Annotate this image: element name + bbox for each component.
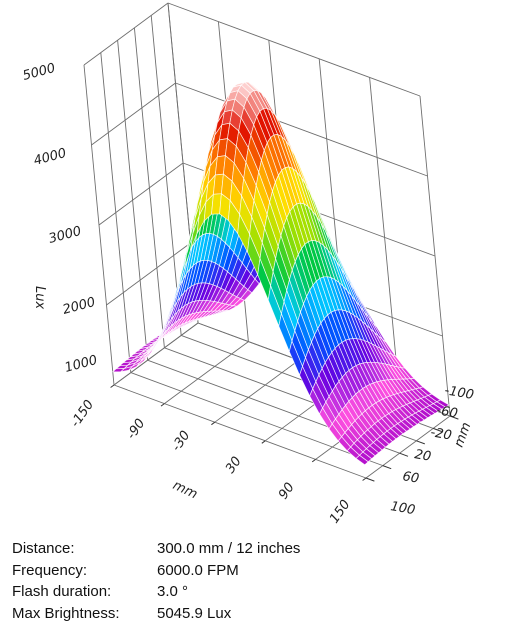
x-tick-mark <box>110 384 115 388</box>
y-tick-neg100: -100 <box>443 383 475 403</box>
z-tick-3000: 3000 <box>47 224 83 247</box>
y-tick-100: 100 <box>389 499 416 518</box>
info-row-max-brightness: Max Brightness: 5045.9 Lux <box>12 603 502 625</box>
y-axis-title: mm <box>452 420 475 449</box>
x-axis-title: mm <box>170 478 199 502</box>
z-tick-5000: 5000 <box>21 61 57 84</box>
z-tick-2000: 2000 <box>61 295 97 318</box>
back-wall-gridline <box>419 95 451 417</box>
y-tick-60: 60 <box>401 469 420 487</box>
floor-gridline <box>214 359 300 423</box>
x-tick-mark <box>160 403 165 407</box>
x-tick-mark <box>261 440 266 444</box>
x-tick-150: 150 <box>327 497 354 526</box>
side-wall-gridline <box>100 52 132 373</box>
info-label: Distance: <box>12 540 75 557</box>
x-tick-neg90: -90 <box>124 416 148 442</box>
info-row-distance: Distance: 300.0 mm / 12 inches <box>12 538 502 560</box>
info-value: 3.0 ° <box>157 583 189 600</box>
y-tick-20: 20 <box>413 447 432 465</box>
x-tick-90: 90 <box>276 480 298 502</box>
y-tick-mark <box>449 415 459 420</box>
y-tick-mark <box>416 440 425 445</box>
side-wall-gridline <box>83 2 169 66</box>
side-wall-gridline <box>91 82 176 146</box>
info-value: 5045.9 Lux <box>157 604 232 622</box>
info-row-frequency: Frequency: 6000.0 FPM <box>12 560 502 582</box>
y-tick-neg20: -20 <box>429 425 453 443</box>
x-tick-mark <box>311 458 316 463</box>
x-tick-30: 30 <box>223 454 245 476</box>
y-tick-mark <box>365 477 375 482</box>
surface-plot: 1000 2000 3000 4000 5000 Lux -150 -90 -3… <box>21 2 475 526</box>
side-wall-gridline <box>83 64 115 386</box>
floor-gridline <box>164 341 249 404</box>
y-tick-neg60: -60 <box>435 403 459 421</box>
z-axis-title: Lux <box>32 286 47 309</box>
side-wall-gridline <box>117 40 149 361</box>
measurement-info: Distance: 300.0 mm / 12 inches Frequency… <box>12 538 502 624</box>
info-label: Flash duration: <box>12 583 112 600</box>
floor-gridline <box>365 415 451 479</box>
lux-surface <box>111 81 450 466</box>
side-wall-gridline <box>106 242 191 306</box>
back-wall-gridline <box>369 77 401 398</box>
y-tick-mark <box>433 427 442 432</box>
x-tick-neg30: -30 <box>169 428 193 454</box>
x-tick-mark <box>211 421 216 426</box>
floor-gridline <box>113 384 367 479</box>
info-value: 6000.0 FPM <box>157 561 239 579</box>
floor-gridline <box>130 372 383 467</box>
info-label: Max Brightness: <box>12 604 120 622</box>
back-wall-gridline <box>167 2 421 97</box>
x-tick-neg150: -150 <box>68 398 97 431</box>
back-wall-gridline <box>175 82 428 177</box>
y-tick-mark <box>399 452 409 457</box>
x-tick-mark <box>362 477 367 481</box>
info-label: Frequency: <box>12 561 88 579</box>
z-tick-4000: 4000 <box>32 146 68 169</box>
side-wall-gridline <box>133 27 165 348</box>
floor-gridline <box>113 322 199 386</box>
info-row-flash-duration: Flash duration: 3.0 ° <box>12 581 502 603</box>
side-wall-gridline <box>150 15 182 336</box>
y-tick-mark <box>382 465 392 470</box>
z-tick-1000: 1000 <box>63 353 99 376</box>
info-value: 300.0 mm / 12 inches <box>157 540 301 557</box>
surface-cell <box>355 454 369 466</box>
side-wall-gridline <box>98 162 184 226</box>
